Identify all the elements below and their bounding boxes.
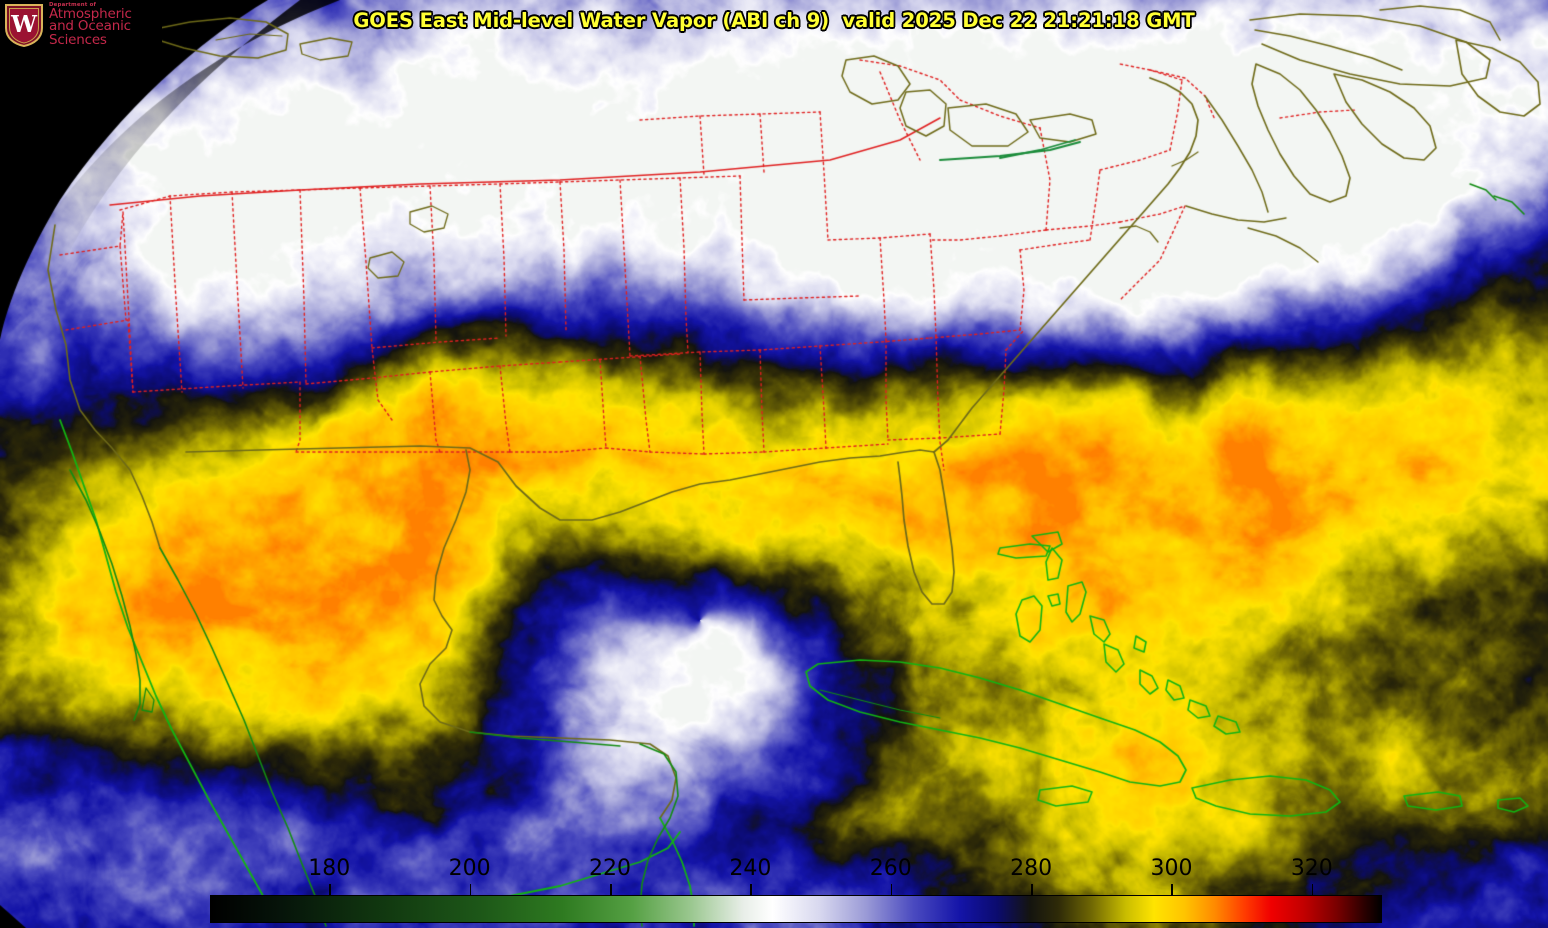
colorbar-tick — [1311, 884, 1314, 895]
logo-department-line: Department of — [49, 1, 97, 8]
uw-crest-icon: W — [3, 2, 45, 48]
colorbar-tick-label: 180 — [308, 856, 351, 881]
colorbar-tick-label: 240 — [729, 856, 772, 881]
colorbar-tick-marks — [210, 884, 1382, 895]
svg-text:W: W — [10, 11, 38, 38]
logo-wordmark: Department of Atmospheric and Oceanic Sc… — [49, 1, 162, 48]
colorbar-tick — [1171, 884, 1174, 895]
logo-line-1: Atmospheric — [49, 5, 132, 22]
colorbar-tick-labels: 180 200 220 240 260 280 300 320 — [0, 856, 1548, 886]
colorbar-tick-label: 320 — [1290, 856, 1333, 881]
colorbar-tick — [469, 884, 472, 895]
colorbar-tick-label: 200 — [448, 856, 491, 881]
colorbar-tick — [1031, 884, 1033, 895]
colorbar-tick-label: 220 — [589, 856, 632, 881]
colorbar-tick-label: 260 — [869, 856, 912, 881]
colorbar-tick-label: 300 — [1150, 856, 1193, 881]
colorbar-tick — [890, 884, 893, 895]
logo-line-2: and Oceanic Sciences — [49, 18, 131, 48]
colorbar-gradient — [210, 895, 1382, 923]
colorbar-tick — [329, 884, 331, 895]
colorbar-tick-label: 280 — [1010, 856, 1053, 881]
uw-aos-logo: W Department of Atmospheric and Oceanic … — [0, 0, 162, 50]
product-title: GOES East Mid-level Water Vapor (ABI ch … — [353, 9, 1195, 32]
colorbar-tick — [750, 884, 752, 895]
colorbar — [210, 895, 1382, 923]
colorbar-tick — [610, 884, 612, 895]
